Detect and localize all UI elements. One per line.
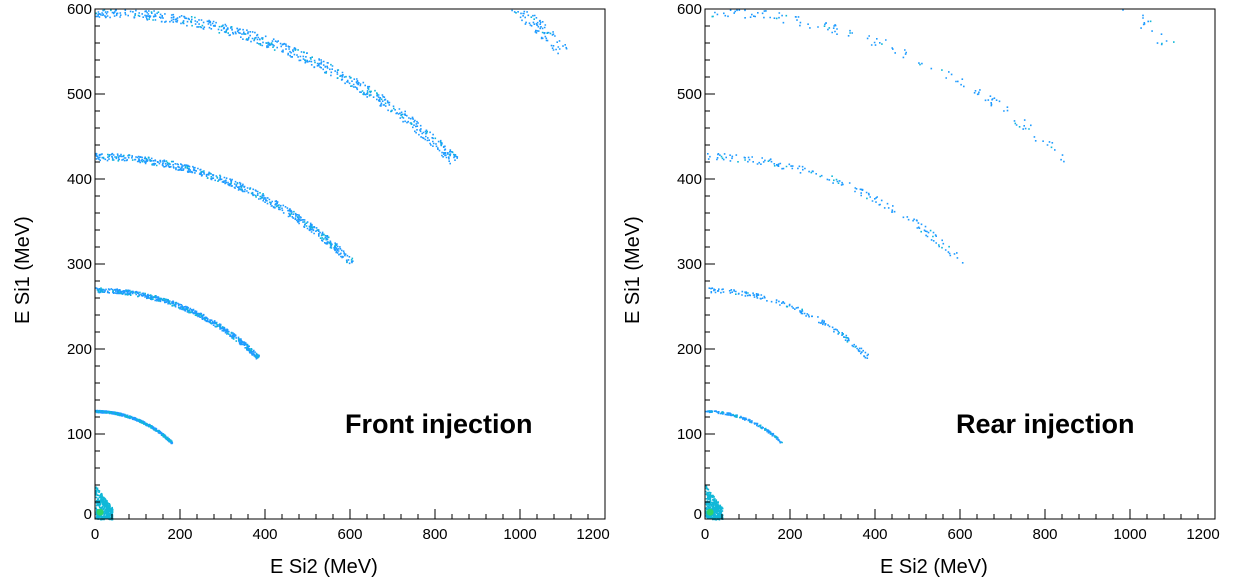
x-tick-label: 400 — [252, 526, 277, 543]
density-hotspot — [706, 508, 714, 516]
y-tick-label: 100 — [677, 426, 702, 443]
y-tick-label: 600 — [677, 1, 702, 18]
y-tick-label: 0 — [694, 506, 702, 523]
y-tick-label: 0 — [84, 506, 92, 523]
density-hotspot — [96, 508, 104, 516]
x-tick-label: 0 — [91, 526, 99, 543]
x-axis-title-front: E Si2 (MeV) — [270, 556, 378, 578]
axis-ticks-front: 0 200 400 600 800 1000 1200 0 100 200 300 400 500 600 — [67, 1, 610, 543]
y-tick-label: 300 — [677, 256, 702, 273]
x-tick-label: 1200 — [576, 526, 609, 543]
annotation-rear-injection: Rear injection — [956, 409, 1135, 439]
scatter-density-rear — [705, 9, 1175, 521]
x-tick-label: 800 — [1032, 526, 1057, 543]
x-tick-label: 200 — [777, 526, 802, 543]
y-tick-label: 200 — [67, 341, 92, 358]
axis-ticks-rear: 0 200 400 600 800 1000 1200 0 100 200 300 400 500 600 — [677, 1, 1220, 543]
panel-front-injection: 0 200 400 600 800 1000 1200 0 100 200 300 400 500 600… — [12, 1, 610, 578]
y-axis-title-front: E Si1 (MeV) — [12, 216, 34, 324]
y-tick-label: 600 — [67, 1, 92, 18]
x-tick-label: 400 — [862, 526, 887, 543]
y-tick-label: 500 — [677, 86, 702, 103]
x-tick-label: 200 — [167, 526, 192, 543]
y-tick-label: 100 — [67, 426, 92, 443]
scatter-density-front — [95, 9, 568, 521]
y-tick-label: 200 — [677, 341, 702, 358]
x-tick-label: 1200 — [1186, 526, 1219, 543]
y-tick-label: 300 — [67, 256, 92, 273]
y-tick-label: 500 — [67, 86, 92, 103]
x-tick-label: 0 — [701, 526, 709, 543]
density-dots — [95, 9, 568, 445]
annotation-front-injection: Front injection — [345, 409, 532, 439]
x-tick-label: 600 — [947, 526, 972, 543]
y-axis-title-rear: E Si1 (MeV) — [622, 216, 644, 324]
x-tick-label: 600 — [337, 526, 362, 543]
x-tick-label: 800 — [422, 526, 447, 543]
plot-frame-front — [94, 8, 606, 520]
x-axis-title-rear: E Si2 (MeV) — [880, 556, 988, 578]
x-tick-label: 1000 — [1113, 526, 1146, 543]
density-dots — [705, 9, 1168, 444]
density-dots-dense — [705, 14, 1175, 521]
x-tick-label: 1000 — [503, 526, 536, 543]
panel-rear-injection: 0 200 400 600 800 1000 1200 0 100 200 300 400 500 600… — [622, 1, 1220, 578]
density-dots-dense — [95, 9, 552, 521]
plot-frame-rear — [704, 8, 1216, 520]
y-tick-label: 400 — [677, 171, 702, 188]
y-tick-label: 400 — [67, 171, 92, 188]
